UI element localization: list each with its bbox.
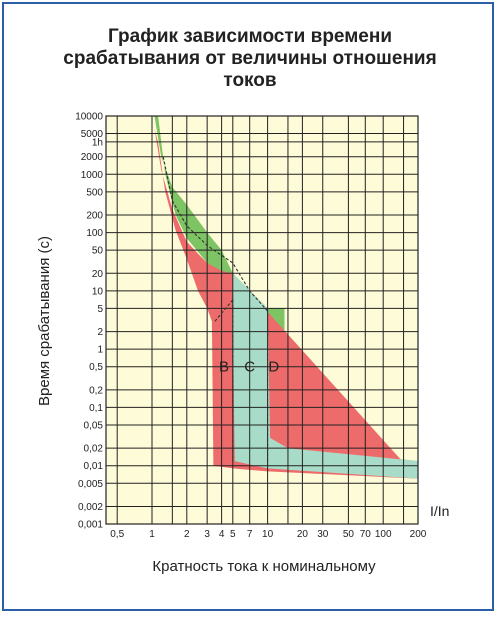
y-tick-label: 0,05 <box>84 420 104 431</box>
y-axis-label: Время срабатывания (с) <box>36 236 53 406</box>
title-line-1: График зависимости времени <box>107 26 393 47</box>
y-tick-label: 0,2 <box>89 385 103 396</box>
y-tick-label: 0,002 <box>78 502 103 513</box>
y-tick-label: 5000 <box>81 129 104 140</box>
y-tick-label: 0,5 <box>89 362 103 373</box>
x-tick-label: 30 <box>317 529 329 540</box>
x-tick-label: 5 <box>230 529 236 540</box>
x-unit-label: I/In <box>430 503 449 519</box>
x-tick-label: 100 <box>375 529 392 540</box>
y-tick-label: 500 <box>86 187 103 198</box>
y-tick-label: 10000 <box>75 112 103 123</box>
x-tick-label: 50 <box>343 529 355 540</box>
y-tick-label: 1 <box>97 345 103 356</box>
y-tick-label: 0,01 <box>84 461 104 472</box>
y-tick-label: 100 <box>86 228 103 239</box>
y-tick-label: 0,1 <box>89 403 103 414</box>
y-tick-label: 1h <box>92 137 103 148</box>
y-tick-label: 0,005 <box>78 479 103 490</box>
dashed-layer <box>162 156 269 466</box>
x-tick-label: 3 <box>204 529 210 540</box>
x-tick-label: 0,5 <box>110 529 124 540</box>
x-tick-label: 20 <box>297 529 309 540</box>
x-axis-label: Кратность тока к номинальному <box>152 558 376 575</box>
dashed-line <box>162 156 269 466</box>
x-tick-label: 2 <box>184 529 190 540</box>
title-line-2: срабатывания от величины отношения <box>63 48 437 69</box>
y-tick-label: 20 <box>92 269 104 280</box>
y-tick-label: 0,02 <box>84 444 104 455</box>
zones-layer <box>154 116 418 479</box>
y-tick-label: 50 <box>92 246 104 257</box>
chart-title: График зависимости времени срабатывания … <box>0 26 500 92</box>
plot-border <box>105 115 419 525</box>
zone-b <box>154 128 418 479</box>
x-tick-label: 7 <box>247 529 253 540</box>
ticks-layer: 0,5 1 2 3 4 5 7 10 20 30 50 70 100 2001000050001h2000… <box>75 112 427 541</box>
zone-label-d: D <box>268 359 279 376</box>
zone-label-b: B <box>219 359 229 376</box>
y-tick-label: 10 <box>92 286 104 297</box>
x-tick-label: 10 <box>262 529 274 540</box>
grid-layer <box>105 115 419 525</box>
y-tick-label: 5 <box>97 304 103 315</box>
y-tick-label: 2000 <box>81 152 104 163</box>
x-tick-label: 200 <box>410 529 427 540</box>
y-tick-label: 1000 <box>81 170 104 181</box>
y-tick-label: 0,001 <box>78 520 103 531</box>
x-tick-label: 4 <box>219 529 225 540</box>
y-tick-label: 200 <box>86 211 103 222</box>
x-tick-label: 70 <box>360 529 372 540</box>
y-tick-label: 2 <box>97 327 103 338</box>
zone-c <box>232 273 418 479</box>
title-line-3: токов <box>223 70 277 91</box>
x-tick-label: 1 <box>149 529 155 540</box>
zone-label-c: C <box>244 359 255 376</box>
